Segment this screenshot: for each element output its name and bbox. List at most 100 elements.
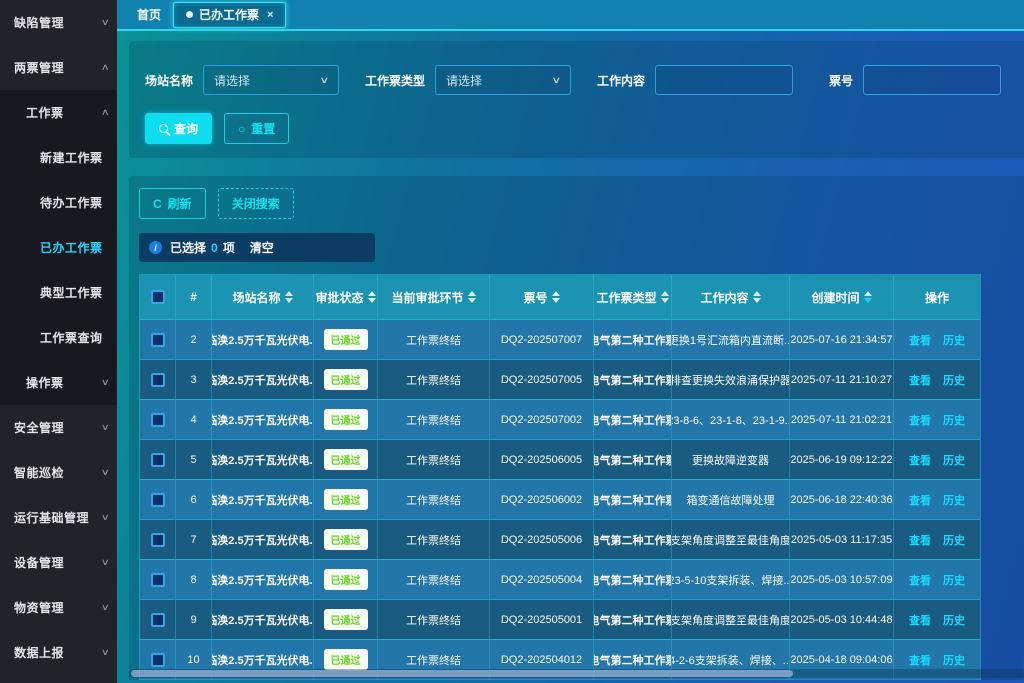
sidebar-item-label: 操作票 <box>26 376 64 390</box>
horizontal-scrollbar[interactable] <box>129 669 1024 678</box>
sidebar-item[interactable]: 已办工作票 <box>0 225 117 270</box>
column-header-status[interactable]: 审批状态 <box>314 275 378 319</box>
station-name-select[interactable]: 请选择 ∨ <box>203 65 340 95</box>
tab[interactable]: 已办工作票 × <box>173 1 287 28</box>
history-link[interactable]: 历史 <box>943 654 965 667</box>
history-link[interactable]: 历史 <box>943 574 965 587</box>
view-link[interactable]: 查看 <box>909 454 931 467</box>
sort-caret-icon[interactable] <box>551 291 560 303</box>
row-checkbox[interactable] <box>150 532 165 547</box>
ticket-number-cell: DQ2-202506002 <box>490 480 594 519</box>
row-number-cell: 3 <box>176 360 212 399</box>
sidebar-item-label: 新建工作票 <box>40 151 103 165</box>
sort-caret-icon[interactable] <box>660 291 669 303</box>
approval-step-cell: 工作票终结 <box>378 360 490 399</box>
sidebar-item[interactable]: 设备管理 ∨ <box>0 540 117 585</box>
view-link[interactable]: 查看 <box>909 494 931 507</box>
column-header-label: 当前审批环节 <box>391 290 464 305</box>
column-header-ticket_no[interactable]: 票号 <box>490 275 594 319</box>
row-checkbox[interactable] <box>150 572 165 587</box>
column-header-label: 工作票类型 <box>596 290 657 305</box>
sidebar-item[interactable]: 典型工作票 <box>0 270 117 315</box>
query-button[interactable]: 查询 <box>145 113 213 144</box>
column-header-station[interactable]: 场站名称 <box>212 275 314 319</box>
select-all-checkbox[interactable] <box>150 290 165 304</box>
ticket-number-label: 票号 <box>829 73 854 88</box>
row-checkbox[interactable] <box>150 452 165 467</box>
ticket-number-input[interactable] <box>863 65 1002 95</box>
row-checkbox[interactable] <box>150 652 165 667</box>
row-checkbox[interactable] <box>150 372 165 387</box>
sidebar-item[interactable]: 新建工作票 <box>0 135 117 180</box>
sidebar-item[interactable]: 缺陷管理 ∨ <box>0 0 117 45</box>
sort-caret-icon[interactable] <box>284 291 293 303</box>
table-panel: C 刷新 关闭搜索 i 已选择 0 项 清空 # 场站名称 审批状态 当前审批环节 票号… <box>129 176 1024 680</box>
close-icon[interactable]: × <box>267 8 274 21</box>
history-link[interactable]: 历史 <box>943 454 965 467</box>
sort-caret-icon[interactable] <box>863 291 872 303</box>
sidebar-item[interactable]: 工作票 ∧ <box>0 90 117 135</box>
sidebar-item[interactable]: 物资管理 ∨ <box>0 585 117 630</box>
row-checkbox[interactable] <box>150 412 165 427</box>
column-header-content[interactable]: 工作内容 <box>672 275 790 319</box>
approval-status-cell: 已通过 <box>314 320 378 359</box>
selection-count: 0 <box>211 240 218 255</box>
horizontal-scrollbar-thumb[interactable] <box>131 670 794 677</box>
sort-caret-icon[interactable] <box>367 291 376 303</box>
sidebar-item[interactable]: 工作票查询 <box>0 315 117 360</box>
chevron-down-icon: ∨ <box>101 467 111 477</box>
row-number-cell: 4 <box>176 400 212 439</box>
sidebar-item[interactable]: 安全管理 ∨ <box>0 405 117 450</box>
selection-banner: i 已选择 0 项 清空 <box>139 233 375 262</box>
row-checkbox[interactable] <box>150 332 165 347</box>
close-search-button[interactable]: 关闭搜索 <box>217 188 294 219</box>
column-header-type[interactable]: 工作票类型 <box>594 275 672 319</box>
sort-caret-icon[interactable] <box>467 291 476 303</box>
ticket-type-cell: 电气第二种工作票 <box>594 640 672 679</box>
column-header-created[interactable]: 创建时间 <box>790 275 894 319</box>
operation-cell: 查看 历史 <box>894 360 980 399</box>
view-link[interactable]: 查看 <box>909 614 931 627</box>
sidebar-item[interactable]: 操作票 ∨ <box>0 360 117 405</box>
row-checkbox[interactable] <box>150 612 165 627</box>
view-link[interactable]: 查看 <box>909 414 931 427</box>
ticket-type-cell: 电气第二种工作票 <box>594 520 672 559</box>
tab[interactable]: 首页 <box>125 0 173 30</box>
view-link[interactable]: 查看 <box>909 574 931 587</box>
sidebar-item[interactable]: 智能巡检 ∨ <box>0 450 117 495</box>
sidebar-item[interactable]: 数据上报 ∨ <box>0 630 117 675</box>
work-content-cell: 4-2-6支架拆装、焊接、... <box>672 640 790 679</box>
clear-selection-button[interactable]: 清空 <box>249 241 274 255</box>
operation-cell: 查看 历史 <box>894 560 980 599</box>
view-link[interactable]: 查看 <box>909 534 931 547</box>
column-header-step[interactable]: 当前审批环节 <box>378 275 490 319</box>
ticket-type-cell: 电气第二种工作票 <box>594 320 672 359</box>
work-content-input[interactable] <box>655 65 794 95</box>
history-link[interactable]: 历史 <box>943 414 965 427</box>
refresh-button[interactable]: C 刷新 <box>139 188 206 219</box>
operation-cell: 查看 历史 <box>894 480 980 519</box>
ticket-type-cell: 电气第二种工作票 <box>594 440 672 479</box>
history-link[interactable]: 历史 <box>943 494 965 507</box>
approval-step-cell: 工作票终结 <box>378 320 490 359</box>
history-link[interactable]: 历史 <box>943 534 965 547</box>
history-link[interactable]: 历史 <box>943 334 965 347</box>
sort-caret-icon[interactable] <box>752 291 761 303</box>
sidebar-item[interactable]: 运行基础管理 ∨ <box>0 495 117 540</box>
reset-button[interactable]: ○ 重置 <box>224 113 290 144</box>
view-link[interactable]: 查看 <box>909 374 931 387</box>
row-number-cell: 2 <box>176 320 212 359</box>
station-name-cell: 临涣2.5万千瓦光伏电... <box>212 480 314 519</box>
sidebar-item[interactable]: 两票管理 ∧ <box>0 45 117 90</box>
row-checkbox[interactable] <box>150 492 165 507</box>
view-link[interactable]: 查看 <box>909 654 931 667</box>
history-link[interactable]: 历史 <box>943 374 965 387</box>
approval-status-cell: 已通过 <box>314 400 378 439</box>
ticket-type-select[interactable]: 请选择 ∨ <box>435 65 572 95</box>
sidebar-item-label: 设备管理 <box>14 556 65 570</box>
view-link[interactable]: 查看 <box>909 334 931 347</box>
search-panel: 场站名称 请选择 ∨ 工作票类型 请选择 ∨ 工作内容 票号 查询 <box>129 41 1024 158</box>
history-link[interactable]: 历史 <box>943 614 965 627</box>
sidebar-item[interactable]: 待办工作票 <box>0 180 117 225</box>
